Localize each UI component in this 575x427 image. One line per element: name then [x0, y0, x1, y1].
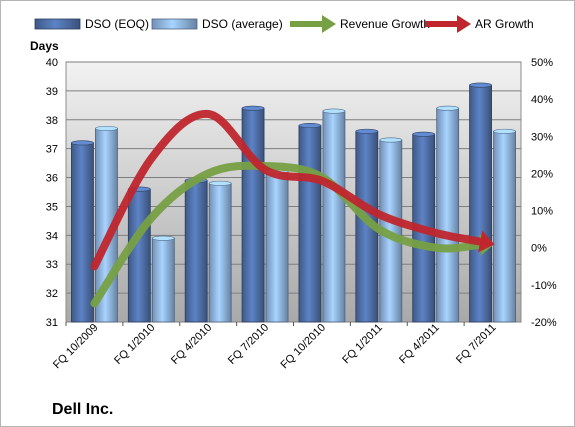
- legend-label-dso-eoq-: DSO (EOQ): [85, 17, 149, 31]
- bar-dso-average: [493, 130, 516, 323]
- ar-growth-arrowhead: [478, 230, 495, 253]
- x-tick-label: FQ 7/2010: [226, 322, 271, 367]
- bar-cap: [493, 128, 516, 134]
- bar-dso-average: [436, 107, 460, 323]
- bar-cap: [412, 131, 435, 137]
- right-tick-label: 30%: [531, 131, 553, 143]
- x-tick-label: FQ 4/2011: [397, 322, 442, 367]
- right-tick-label: 10%: [531, 206, 553, 218]
- bar-cap: [241, 105, 265, 111]
- line-group: [90, 109, 495, 308]
- bar-dso-eoq: [241, 107, 265, 323]
- bar-dso-eoq: [469, 84, 492, 323]
- x-tick-label: FQ 4/2010: [169, 322, 214, 367]
- right-axis-ticks: -20% -10% 0% 10% 20% 30% 40% 50%: [531, 57, 557, 329]
- right-tick-label: -20%: [531, 317, 557, 329]
- bar-cap: [152, 235, 175, 241]
- bar-cap: [322, 108, 346, 114]
- left-tick-label: 34: [46, 230, 58, 242]
- left-tick-label: 35: [46, 201, 58, 213]
- bar-cap: [208, 180, 232, 186]
- left-tick-label: 32: [46, 288, 58, 300]
- left-tick-label: 38: [46, 115, 58, 127]
- bar-cap: [95, 125, 118, 131]
- x-tick-label: FQ 1/2011: [340, 322, 385, 367]
- bar-cap: [355, 128, 379, 134]
- legend: DSO (EOQ) DSO (average) Revenue Growth AR G…: [34, 15, 534, 33]
- right-tick-label: -10%: [531, 280, 557, 292]
- bar-dso-average: [151, 237, 175, 323]
- bar-dso-eoq: [71, 142, 94, 323]
- bar-dso-eoq: [184, 180, 208, 323]
- bar-dso-average: [208, 182, 232, 323]
- legend-label-dso-average-: DSO (average): [202, 17, 283, 31]
- legend-swatch-dso-average-: [151, 18, 198, 30]
- left-axis-ticks: 31 32 33 34 35 36 37 38 39 40: [46, 57, 58, 329]
- legend-arrow-ar-growth: [457, 15, 471, 33]
- left-tick-label: 39: [46, 86, 58, 98]
- x-axis-ticks: FQ 10/2009 FQ 1/2010 FQ 4/2010 FQ 7/2010 FQ …: [51, 322, 499, 372]
- bar-cap: [379, 137, 403, 143]
- right-tick-label: 40%: [531, 94, 553, 106]
- legend-label-revenue-growth: Revenue Growth: [340, 17, 430, 31]
- bar-dso-average: [322, 110, 346, 323]
- right-tick-label: 50%: [531, 57, 553, 69]
- x-tick-label: FQ 10/2009: [51, 322, 101, 372]
- bar-cap: [298, 123, 322, 129]
- bar-dso-average: [265, 171, 289, 323]
- bar-cap: [71, 140, 94, 146]
- left-tick-label: 37: [46, 144, 58, 156]
- left-tick-label: 36: [46, 173, 58, 185]
- x-tick-label: FQ 7/2011: [454, 322, 499, 367]
- left-tick-label: 40: [46, 57, 58, 69]
- y-axis-title: Days: [30, 39, 59, 53]
- left-tick-label: 33: [46, 259, 58, 271]
- bar-cap: [469, 82, 492, 88]
- company-name: Dell Inc.: [52, 401, 113, 418]
- legend-swatch-dso-eoq-: [34, 18, 81, 30]
- left-tick-label: 31: [46, 317, 58, 329]
- right-tick-label: 0%: [531, 243, 547, 255]
- bar-cap: [436, 105, 459, 111]
- bar-dso-eoq: [298, 125, 322, 323]
- x-tick-label: FQ 1/2010: [112, 322, 157, 367]
- x-tick-label: FQ 10/2010: [278, 322, 328, 372]
- bar-dso-eoq: [127, 188, 151, 323]
- right-tick-label: 20%: [531, 168, 553, 180]
- legend-arrow-revenue-growth: [322, 15, 336, 33]
- legend-label-ar-growth: AR Growth: [475, 17, 534, 31]
